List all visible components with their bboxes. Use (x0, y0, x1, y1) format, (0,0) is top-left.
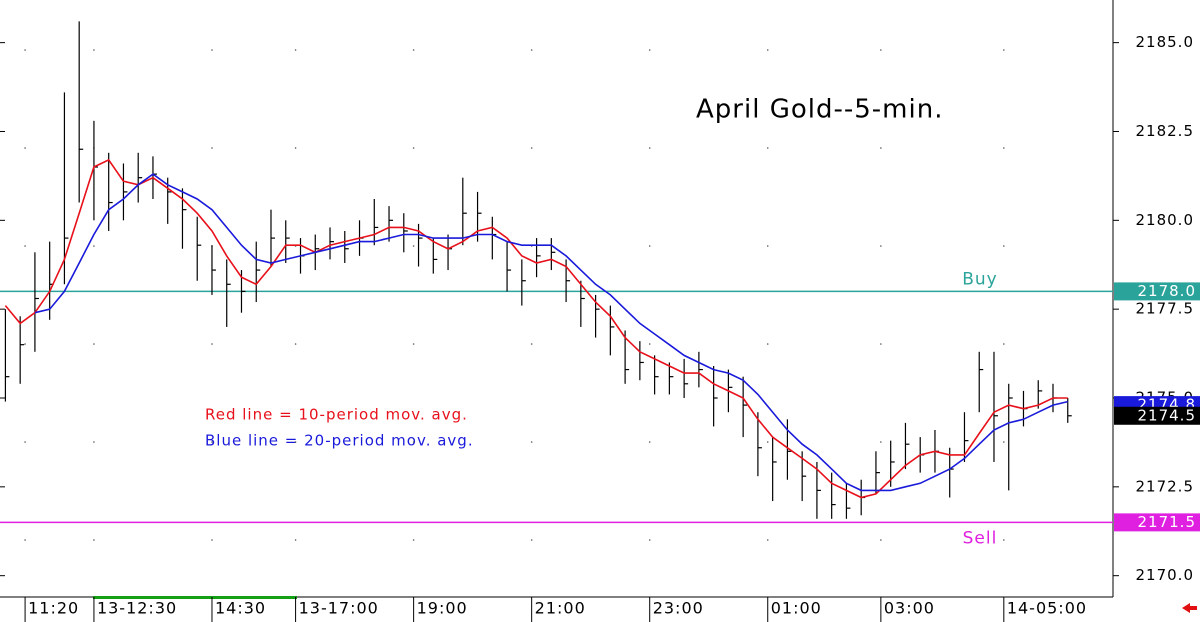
y-tick-label: 2180.0 (1136, 211, 1195, 229)
session-bar (93, 596, 297, 599)
grid-dot (211, 441, 213, 443)
grid-dot (24, 441, 26, 443)
x-tick-label: 21:00 (535, 599, 586, 618)
grid-dot (24, 245, 26, 247)
level-box (1114, 513, 1200, 532)
grid-dot (648, 245, 651, 247)
level-label: 2171.5 (1138, 513, 1197, 531)
moving-average-line (4, 158, 1068, 499)
grid-dot (766, 343, 769, 345)
grid-dot (412, 441, 415, 443)
grid-dot (530, 343, 533, 345)
grid-dot (880, 245, 882, 247)
grid-dot (294, 343, 297, 345)
grid-dot (412, 245, 415, 247)
price-marker-label: 2174.5 (1138, 406, 1197, 424)
grid-dot (294, 441, 297, 443)
grid-dot (1003, 441, 1005, 443)
grid-dot (766, 147, 769, 149)
grid-dot (880, 539, 882, 541)
x-tick-label: 13-12:30 (97, 599, 177, 618)
grid-dot (93, 539, 95, 541)
grid-dot (211, 343, 213, 345)
grid-dot (211, 147, 213, 149)
y-tick-label: 2185.0 (1136, 33, 1195, 51)
grid-dot (880, 49, 882, 51)
x-tick-label: 14:30 (215, 599, 266, 618)
x-tick-label: 01:00 (771, 599, 822, 618)
level-label: 2178.0 (1138, 282, 1197, 300)
grid-dot (24, 343, 26, 345)
y-tick-label: 2177.5 (1136, 300, 1195, 318)
x-tick-label: 23:00 (653, 599, 704, 618)
grid-dot (530, 539, 533, 541)
grid-dot (1003, 343, 1005, 345)
moving-average-line (34, 173, 1068, 492)
grid-dot (93, 441, 95, 443)
grid-dot (412, 343, 415, 345)
grid-dot (93, 49, 95, 51)
grid-dot (24, 539, 26, 541)
grid-dot (648, 343, 651, 345)
y-tick-label: 2182.5 (1136, 122, 1195, 140)
grid-dot (766, 49, 769, 51)
grid-dot (648, 49, 651, 51)
x-tick-label: 11:20 (28, 599, 79, 618)
x-tick-label: 03:00 (884, 599, 935, 618)
grid-dot (1003, 49, 1005, 51)
x-tick-label: 19:00 (417, 599, 468, 618)
grid-dot (294, 49, 297, 51)
level-name: Buy (962, 269, 998, 289)
grid-dot (1003, 245, 1005, 247)
grid-dot (530, 49, 533, 51)
grid-dot (24, 49, 26, 51)
annotation: Blue line = 20-period mov. avg. (205, 432, 474, 450)
annotation: Red line = 10-period mov. avg. (205, 406, 468, 424)
grid-dot (530, 441, 533, 443)
grid-dot (766, 245, 769, 247)
price-marker-box (1114, 406, 1200, 425)
grid-dot (412, 49, 415, 51)
grid-dot (648, 147, 651, 149)
grid-dot (766, 539, 769, 541)
grid-dot (211, 539, 213, 541)
grid-dot (766, 441, 769, 443)
grid-dot (24, 147, 26, 149)
grid-dot (294, 147, 297, 149)
grid-dot (648, 539, 651, 541)
grid-dot (93, 245, 95, 247)
y-tick-label: 2170.0 (1136, 566, 1195, 584)
grid-dot (880, 147, 882, 149)
grid-dot (412, 147, 415, 149)
grid-dot (648, 441, 651, 443)
scroll-arrow[interactable] (1182, 603, 1197, 613)
grid-dot (93, 343, 95, 345)
grid-dot (530, 147, 533, 149)
grid-dot (211, 49, 213, 51)
y-tick-label: 2172.5 (1136, 477, 1195, 495)
x-tick-label: 13-17:00 (299, 599, 379, 618)
grid-dot (880, 343, 882, 345)
grid-dot (294, 539, 297, 541)
chart-title: April Gold--5-min. (696, 95, 943, 125)
grid-dot (1003, 539, 1005, 541)
grid-dot (1003, 147, 1005, 149)
x-tick-label: 14-05:00 (1007, 599, 1087, 618)
level-name: Sell (963, 528, 998, 548)
grid-dot (412, 539, 415, 541)
level-box (1114, 282, 1200, 301)
grid-dot (880, 441, 882, 443)
